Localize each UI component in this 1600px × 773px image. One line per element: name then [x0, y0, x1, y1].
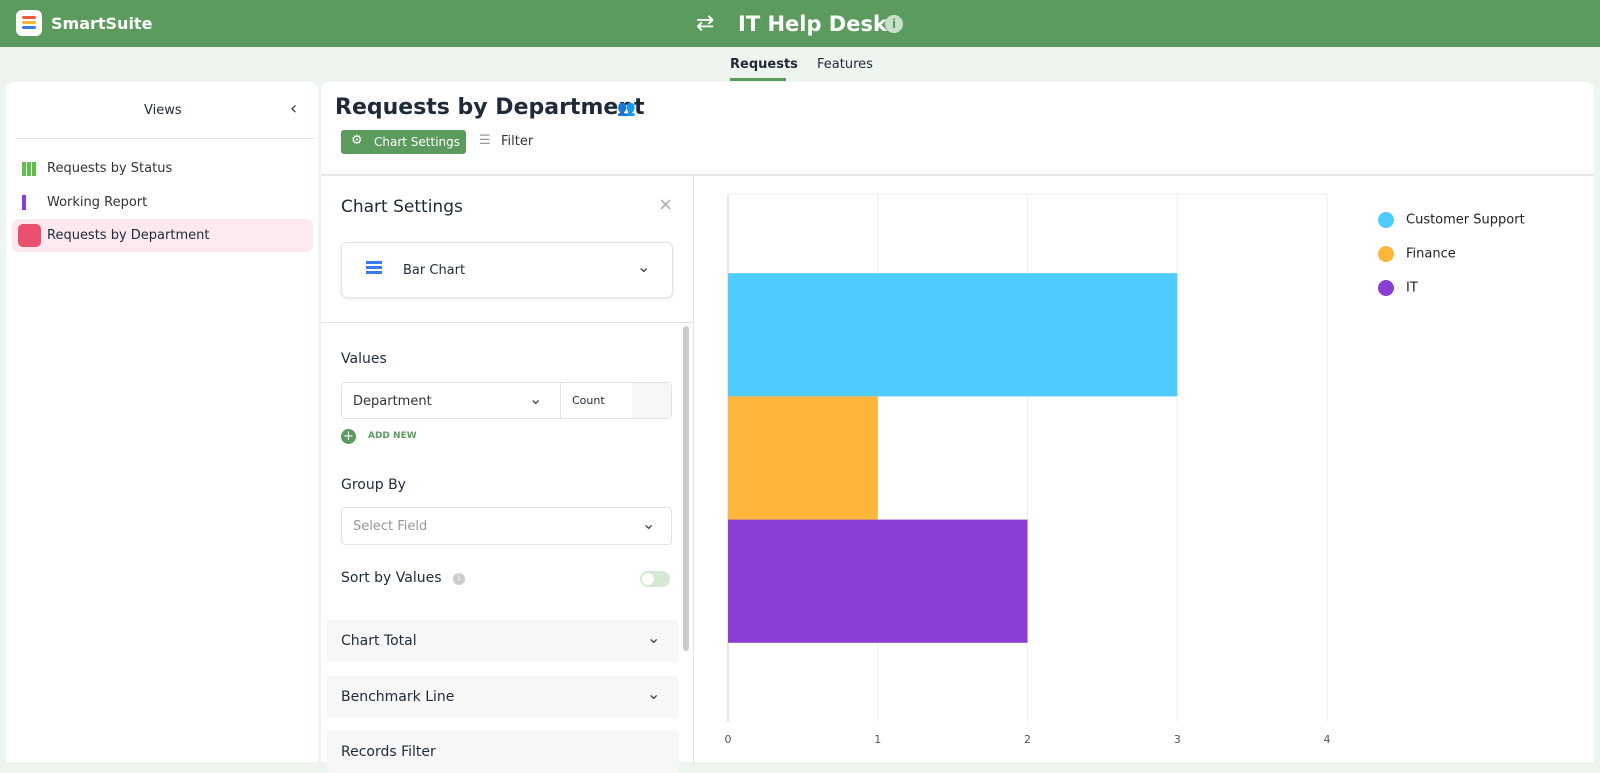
- kanban-icon: [22, 195, 26, 210]
- placeholder: Select Field: [353, 519, 428, 534]
- aggregate[interactable]: Count: [572, 394, 605, 407]
- chart: 0 1 2 3 4 Customer Support Finance IT: [725, 193, 1525, 746]
- selected-item[interactable]: Requests by Department: [12, 219, 313, 252]
- legend-swatch: [1378, 280, 1394, 296]
- section-title: Records Filter: [341, 744, 436, 760]
- app-name: SmartSuite: [51, 14, 153, 33]
- settings-panel: Chart Settings × Bar Chart ⌄ Values Depa…: [321, 176, 694, 773]
- value-row: Department ⌄ Count: [341, 382, 672, 419]
- x-tick-label: 4: [1324, 733, 1331, 746]
- collapsible[interactable]: Benchmark Line ⌄: [327, 676, 679, 718]
- tab[interactable]: Requests: [730, 57, 798, 72]
- bar: [728, 519, 1028, 643]
- legend-swatch: [1378, 246, 1394, 262]
- section-title: Benchmark Line: [341, 689, 455, 705]
- grid-icon: [22, 162, 36, 176]
- value-field[interactable]: Department: [353, 394, 432, 409]
- workspace-icon: ⇄: [696, 11, 715, 36]
- button-label: Chart Settings: [374, 135, 461, 149]
- bar: [728, 273, 1178, 397]
- section-label: Group By: [341, 477, 406, 493]
- divider: [321, 174, 1594, 176]
- view-title: Requests by Department: [335, 95, 645, 120]
- info-icon[interactable]: i: [885, 15, 903, 33]
- collapse-button[interactable]: ‹: [290, 98, 298, 119]
- chart-type: Bar Chart: [403, 263, 466, 278]
- header: SmartSuite ⇄ IT Help Desk i: [0, 0, 1600, 47]
- legend-label: Customer Support: [1406, 213, 1525, 228]
- tab[interactable]: Features: [817, 57, 873, 72]
- add-new[interactable]: ADD NEW: [368, 431, 417, 441]
- collapsible[interactable]: Records Filter: [327, 731, 679, 773]
- view-item[interactable]: Requests by Status: [47, 161, 173, 176]
- add-icon[interactable]: +: [341, 429, 356, 444]
- divider: [16, 138, 314, 139]
- tab-indicator: [730, 78, 786, 81]
- chart-type-select[interactable]: Bar Chart ⌄: [341, 242, 673, 298]
- section-label: Values: [341, 351, 387, 367]
- legend-swatch: [1378, 212, 1394, 228]
- info-icon[interactable]: i: [453, 573, 465, 585]
- settings-title: Chart Settings: [341, 197, 463, 217]
- app-logo[interactable]: [16, 10, 42, 36]
- x-tick-label: 2: [1024, 733, 1031, 746]
- legend-label: IT: [1406, 281, 1418, 296]
- filter-button[interactable]: Filter: [501, 134, 534, 149]
- view-item[interactable]: Requests by Department: [47, 228, 210, 243]
- section-title: Chart Total: [341, 633, 417, 649]
- toggle[interactable]: [640, 571, 670, 587]
- collapsible[interactable]: Chart Total ⌄: [327, 620, 679, 662]
- sidebar-title: Views: [144, 103, 182, 118]
- workspace-title: IT Help Desk: [738, 12, 887, 36]
- close-button[interactable]: ×: [658, 194, 674, 215]
- share-icon[interactable]: 👥: [617, 99, 636, 117]
- filter-icon[interactable]: ☰: [479, 133, 491, 148]
- main-panel: Requests by Department 👥 ⚙ Chart Setting…: [321, 82, 1594, 773]
- sort-label: Sort by Values: [341, 570, 442, 586]
- x-tick-label: 3: [1174, 733, 1181, 746]
- chart-settings-button[interactable]: ⚙ Chart Settings: [341, 130, 466, 154]
- scrollbar[interactable]: [683, 326, 689, 651]
- group-by-select[interactable]: Select Field ⌄: [341, 507, 672, 545]
- divider: [321, 322, 693, 323]
- bar: [728, 396, 878, 520]
- x-tick-label: 1: [874, 733, 881, 746]
- legend-label: Finance: [1406, 247, 1456, 262]
- sidebar: Views ‹ Requests by Status Working Repor…: [6, 82, 318, 762]
- x-tick-label: 0: [725, 733, 732, 746]
- view-item[interactable]: Working Report: [47, 195, 148, 210]
